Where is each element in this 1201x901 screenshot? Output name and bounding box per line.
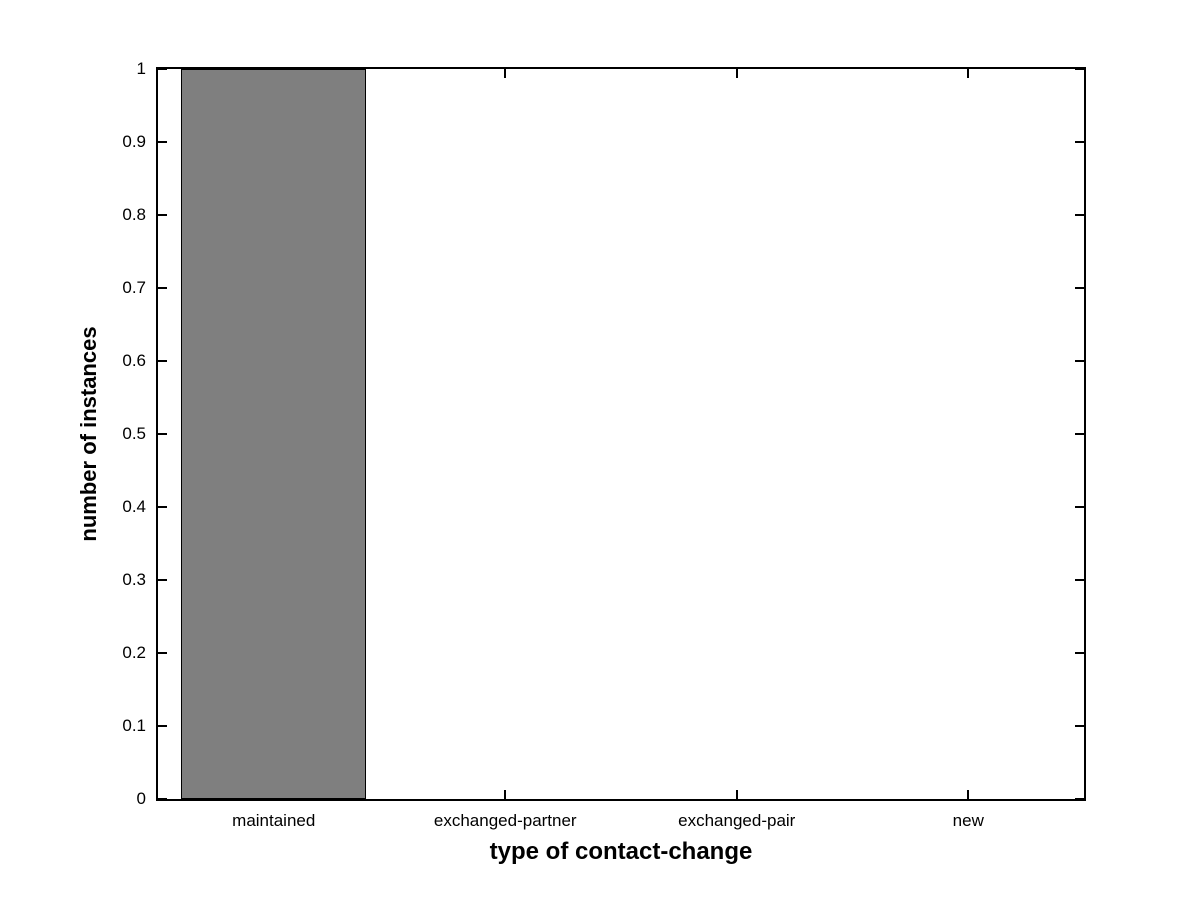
y-tick-label: 0.4 (122, 497, 146, 516)
y-tick-label: 0.9 (122, 132, 146, 151)
x-tick-mark (504, 69, 507, 78)
y-tick-mark (158, 141, 167, 143)
x-tick-mark (735, 69, 738, 78)
y-tick-mark (1075, 287, 1084, 289)
y-tick-mark (158, 287, 167, 289)
y-tick-mark (158, 725, 167, 727)
y-tick-mark (158, 68, 167, 70)
bar-maintained (181, 69, 367, 799)
y-tick-label: 0.3 (122, 570, 146, 589)
y-tick-label: 0.2 (122, 643, 146, 662)
y-tick-label: 0.8 (122, 205, 146, 224)
x-tick-mark (967, 69, 970, 78)
y-tick-label: 0.1 (122, 716, 146, 735)
y-tick-mark (1075, 214, 1084, 216)
x-tick-mark (735, 790, 738, 799)
y-tick-mark (1075, 141, 1084, 143)
y-tick-mark (158, 652, 167, 654)
y-tick-mark (1075, 579, 1084, 581)
x-tick-mark (967, 790, 970, 799)
y-tick-mark (1075, 433, 1084, 435)
y-tick-mark (158, 798, 167, 800)
y-tick-mark (158, 433, 167, 435)
y-tick-mark (158, 360, 167, 362)
x-tick-label-new: new (952, 811, 984, 830)
y-tick-label: 0 (136, 789, 146, 808)
y-tick-mark (1075, 68, 1084, 70)
y-tick-label: 0.6 (122, 351, 146, 370)
x-tick-label-exchanged-pair: exchanged-pair (678, 811, 796, 830)
x-tick-label-maintained: maintained (232, 811, 316, 830)
x-tick-label-exchanged-partner: exchanged-partner (433, 811, 577, 830)
y-axis-label: number of instances (76, 326, 101, 542)
y-tick-mark (1075, 652, 1084, 654)
y-tick-label: 0.5 (122, 424, 146, 443)
y-tick-mark (1075, 360, 1084, 362)
plot-area (156, 67, 1086, 801)
y-tick-mark (158, 506, 167, 508)
y-tick-mark (1075, 725, 1084, 727)
y-tick-mark (158, 579, 167, 581)
y-tick-label: 1 (136, 59, 146, 78)
y-tick-mark (158, 214, 167, 216)
x-axis-label: type of contact-change (489, 838, 753, 865)
y-tick-mark (1075, 506, 1084, 508)
x-tick-mark (504, 790, 507, 799)
y-tick-label: 0.7 (122, 278, 146, 297)
y-tick-mark (1075, 798, 1084, 800)
